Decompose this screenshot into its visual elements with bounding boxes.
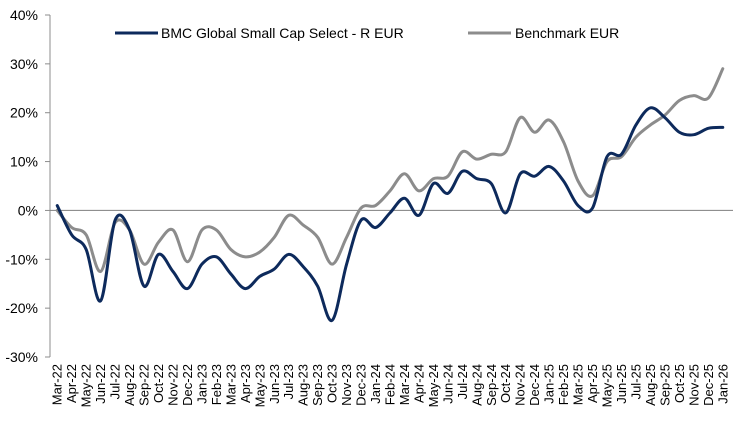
x-tick-label: Jul-24 — [455, 364, 470, 399]
x-tick-label: Aug-22 — [122, 364, 137, 406]
x-tick-label: Apr-23 — [238, 364, 253, 403]
x-tick-label: Feb-24 — [383, 364, 398, 405]
x-tick-label: Jun-25 — [614, 364, 629, 404]
x-tick-label: Apr-24 — [411, 364, 426, 403]
x-axis: Mar-22 Apr-22 May-22 Jun-22 Jul-22 Aug-22 Sep-… — [50, 209, 733, 407]
x-tick-label: Feb-25 — [556, 364, 571, 405]
x-tick-label: Nov-24 — [513, 364, 528, 406]
x-tick-label: Oct-24 — [498, 364, 513, 403]
x-tick-label: Jan-26 — [715, 364, 730, 404]
x-tick-label: Jan-23 — [194, 364, 209, 404]
series-line-benchmark — [55, 67, 725, 274]
x-tick-label: Nov-23 — [339, 364, 354, 406]
x-tick-label: Jul-22 — [108, 364, 123, 399]
series-line-fund — [55, 106, 725, 322]
x-tick-label: Oct-22 — [151, 364, 166, 403]
x-tick-label: Mar-23 — [223, 364, 238, 405]
x-tick-label: Sep-25 — [657, 364, 672, 406]
x-tick-label: Jan-24 — [368, 364, 383, 404]
y-tick-label: 0% — [18, 202, 38, 218]
x-tick-label: May-22 — [79, 364, 94, 407]
series-layer — [55, 67, 725, 322]
y-tick-label: 40% — [10, 7, 38, 23]
x-tick-label: Dec-25 — [701, 364, 716, 406]
x-tick-label: Jun-24 — [440, 364, 455, 404]
legend-label-benchmark: Benchmark EUR — [515, 25, 619, 41]
y-tick-label: -30% — [5, 349, 38, 365]
x-tick-label: Jul-23 — [281, 364, 296, 399]
x-tick-label: Aug-25 — [643, 364, 658, 406]
legend-item-benchmark: Benchmark EUR — [468, 25, 619, 41]
x-tick-label: Jun-23 — [267, 364, 282, 404]
legend: BMC Global Small Cap Select - R EUR Benc… — [115, 25, 619, 41]
y-tick-label: 20% — [10, 105, 38, 121]
x-tick-label: Jul-25 — [628, 364, 643, 399]
x-tick-label: Jan-25 — [542, 364, 557, 404]
legend-item-fund: BMC Global Small Cap Select - R EUR — [115, 25, 404, 41]
x-tick-label: Sep-23 — [310, 364, 325, 406]
x-tick-label: Feb-23 — [209, 364, 224, 405]
x-tick-label: Mar-25 — [571, 364, 586, 405]
x-tick-label: May-23 — [252, 364, 267, 407]
x-tick-label: Nov-25 — [686, 364, 701, 406]
x-tick-label: Dec-22 — [180, 364, 195, 406]
legend-label-fund: BMC Global Small Cap Select - R EUR — [161, 25, 404, 41]
y-tick-label: 30% — [10, 56, 38, 72]
x-tick-label: Aug-24 — [469, 364, 484, 406]
x-tick-label: Aug-23 — [296, 364, 311, 406]
x-tick-label: Oct-25 — [672, 364, 687, 403]
x-tick-label: Dec-23 — [354, 364, 369, 406]
x-tick-label: May-25 — [600, 364, 615, 407]
y-tick-label: -10% — [5, 251, 38, 267]
x-tick-label: Dec-24 — [527, 364, 542, 406]
x-tick-label: Sep-24 — [484, 364, 499, 406]
x-tick-label: Mar-22 — [50, 364, 65, 405]
x-tick-label: May-24 — [426, 364, 441, 407]
x-tick-label: Oct-23 — [325, 364, 340, 403]
y-axis: 40% 30% 20% 10% 0% -10% -20% -30% — [5, 7, 51, 365]
x-tick-label: Apr-25 — [585, 364, 600, 403]
x-tick-label: Apr-22 — [64, 364, 79, 403]
x-tick-label: Mar-24 — [397, 364, 412, 405]
x-tick-label: Sep-22 — [137, 364, 152, 406]
y-tick-label: 10% — [10, 154, 38, 170]
x-tick-label: Nov-22 — [165, 364, 180, 406]
y-tick-label: -20% — [5, 300, 38, 316]
x-tick-label: Jun-22 — [93, 364, 108, 404]
